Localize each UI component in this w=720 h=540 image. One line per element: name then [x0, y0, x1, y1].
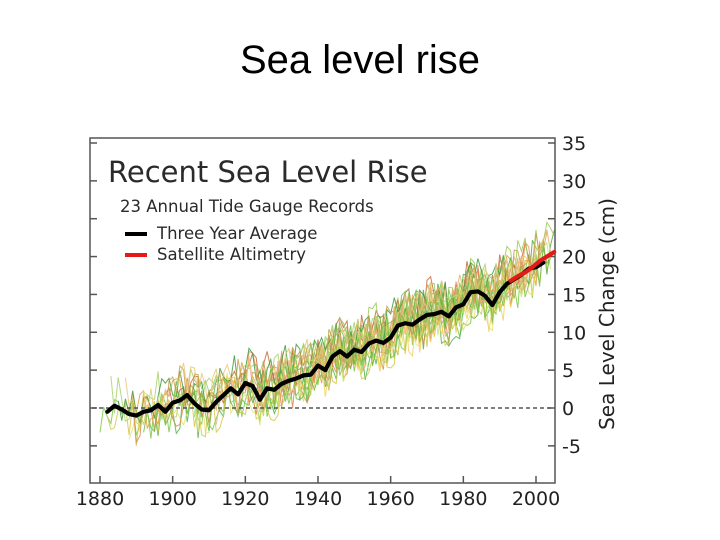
tide-gauge-record-line — [306, 258, 504, 382]
series-line-three-year-average — [105, 260, 546, 418]
series-line-satellite-altimetry — [508, 249, 557, 283]
y-tick-label: 5 — [562, 360, 574, 382]
x-tick-label: 1940 — [294, 488, 342, 510]
x-tick-label: 1960 — [366, 488, 414, 510]
tide-gauge-records — [99, 221, 555, 446]
y-tick-label: 0 — [562, 398, 574, 420]
y-tick-label: 20 — [562, 247, 586, 269]
legend-label-satellite-altimetry: Satellite Altimetry — [157, 245, 306, 264]
y-tick-label: 15 — [562, 284, 586, 306]
legend-label-three-year-average: Three Year Average — [156, 224, 317, 243]
y-tick-label: 25 — [562, 209, 586, 231]
tide-gauge-record-line — [124, 239, 544, 420]
y-tick-label: 35 — [562, 133, 586, 155]
y-tick-label: -5 — [562, 436, 581, 458]
y-tick-label: 10 — [562, 322, 586, 344]
slide-title: Sea level rise — [239, 38, 481, 82]
y-axis-tick-labels: 35 30 25 20 15 10 5 0 -5 — [562, 133, 586, 458]
x-tick-label: 2000 — [512, 488, 560, 510]
y-tick-label: 30 — [562, 171, 586, 193]
tide-gauge-record-line — [252, 241, 551, 426]
x-tick-label: 1980 — [439, 488, 487, 510]
chart-title: Recent Sea Level Rise — [108, 155, 428, 189]
x-axis-tick-labels: 1880 1900 1920 1940 1960 1980 2000 — [76, 488, 560, 510]
tide-gauge-record-line — [143, 270, 504, 433]
x-tick-label: 1880 — [76, 488, 124, 510]
tide-gauge-record-line — [117, 255, 511, 425]
x-tick-label: 1920 — [221, 488, 269, 510]
y-axis-label: Sea Level Change (cm) — [595, 198, 619, 430]
x-tick-label: 1900 — [148, 488, 196, 510]
chart-subtitle: 23 Annual Tide Gauge Records — [120, 197, 374, 216]
plot-frame — [89, 137, 556, 484]
